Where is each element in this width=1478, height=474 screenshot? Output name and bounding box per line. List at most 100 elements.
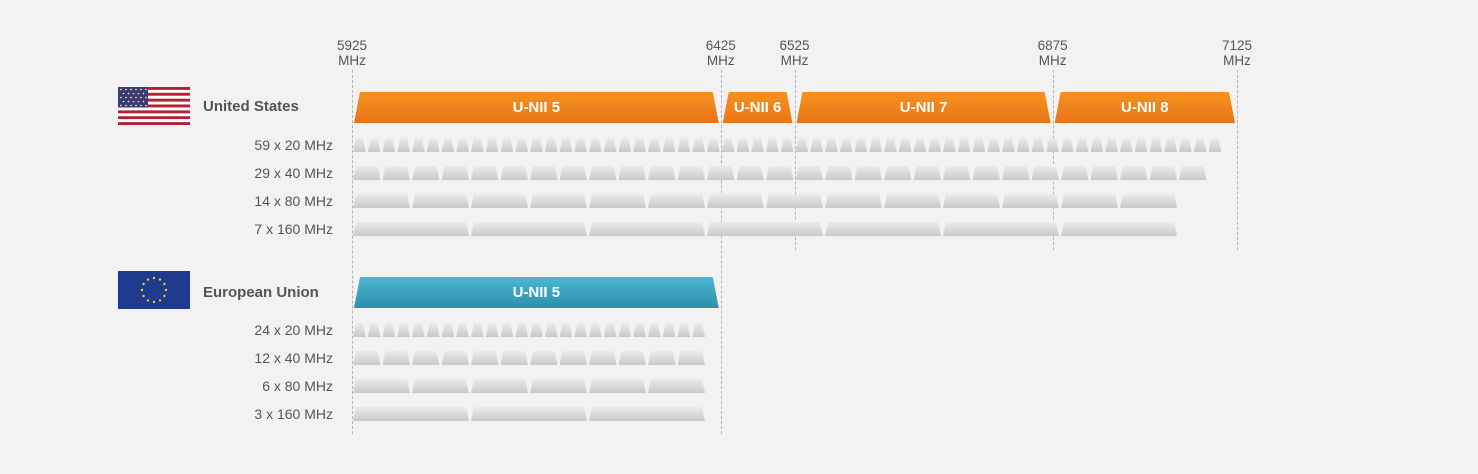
channel-block: [545, 323, 558, 337]
channel-block: [397, 323, 410, 337]
channel-row-label: 6 x 80 MHz: [262, 378, 333, 394]
channel-block: [412, 194, 469, 208]
channel-block: [1179, 138, 1192, 152]
channel-block: [589, 222, 705, 236]
channel-block: [486, 323, 499, 337]
band-u-nii-5: U-NII 5: [354, 92, 719, 123]
channel-block: [1150, 166, 1178, 180]
channel-block: [663, 323, 676, 337]
channel-block: [515, 138, 528, 152]
channel-block: [1061, 138, 1074, 152]
channel-block: [560, 323, 573, 337]
channel-block: [1076, 138, 1089, 152]
channel-block: [1046, 138, 1059, 152]
freq-guide-line: [720, 70, 722, 434]
channel-block: [1209, 138, 1222, 152]
channel-block: [530, 323, 543, 337]
channel-block: [589, 138, 602, 152]
channel-row-label: 59 x 20 MHz: [254, 137, 333, 153]
channel-block: [1194, 138, 1207, 152]
freq-unit: MHz: [338, 53, 366, 68]
channel-block: [663, 138, 676, 152]
channel-block: [545, 138, 558, 152]
channel-block: [1002, 194, 1059, 208]
band-u-nii-8: U-NII 8: [1055, 92, 1235, 123]
channel-block: [1164, 138, 1177, 152]
channel-block: [678, 138, 691, 152]
channel-block: [722, 138, 735, 152]
band-u-nii-6: U-NII 6: [723, 92, 793, 123]
channel-block: [397, 138, 410, 152]
freq-label-6425: 6425 MHz: [691, 38, 751, 68]
channel-block: [501, 138, 514, 152]
freq-label-7125: 7125 MHz: [1207, 38, 1267, 68]
channel-block: [884, 166, 912, 180]
freq-unit: MHz: [1223, 53, 1251, 68]
channel-row-label: 12 x 40 MHz: [254, 350, 333, 366]
channel-block: [412, 166, 440, 180]
channel-block: [383, 351, 411, 365]
channel-block: [353, 138, 366, 152]
channel-block: [427, 138, 440, 152]
channel-block: [589, 351, 617, 365]
freq-guide-line: [794, 70, 796, 250]
channel-block: [619, 138, 632, 152]
channel-block: [633, 323, 646, 337]
freq-unit: MHz: [1038, 53, 1067, 68]
channel-block: [1061, 222, 1177, 236]
channel-block: [648, 166, 676, 180]
freq-label-6525: 6525 MHz: [765, 38, 825, 68]
channel-block: [825, 194, 882, 208]
channel-block: [648, 138, 661, 152]
channel-block: [796, 138, 809, 152]
channel-block: [530, 138, 543, 152]
channel-block: [943, 194, 1000, 208]
freq-unit: MHz: [706, 53, 735, 68]
channel-block: [1061, 166, 1089, 180]
channel-block: [589, 166, 617, 180]
channel-block: [737, 138, 750, 152]
channel-block: [1179, 166, 1207, 180]
freq-guide-line: [352, 70, 353, 434]
channel-block: [1135, 138, 1148, 152]
channel-block: [515, 323, 528, 337]
freq-value: 6425: [705, 38, 736, 53]
channel-block: [412, 323, 425, 337]
channel-block: [368, 323, 381, 337]
us-flag-icon: [118, 87, 190, 125]
channel-block: [442, 138, 455, 152]
channel-block: [353, 323, 366, 337]
channel-block: [471, 166, 499, 180]
freq-value: 7125: [1221, 38, 1253, 53]
channel-block: [869, 138, 882, 152]
region-label-united-states: United States: [203, 98, 299, 115]
freq-guide-line: [1052, 70, 1054, 250]
channel-block: [589, 407, 705, 421]
channel-block: [486, 138, 499, 152]
channel-row-label: 29 x 40 MHz: [254, 165, 333, 181]
channel-block: [1091, 138, 1104, 152]
freq-label-5925: 5925 MHz: [322, 38, 382, 68]
channel-block: [973, 138, 986, 152]
channel-block: [589, 323, 602, 337]
channel-block: [899, 138, 912, 152]
channel-block: [574, 138, 587, 152]
channel-block: [707, 166, 735, 180]
channel-block: [943, 138, 956, 152]
channel-block: [825, 166, 853, 180]
channel-block: [914, 166, 942, 180]
freq-unit: MHz: [780, 53, 809, 68]
channel-block: [958, 138, 971, 152]
channel-block: [678, 351, 706, 365]
channel-block: [781, 138, 794, 152]
channel-block: [1091, 166, 1119, 180]
channel-block: [604, 323, 617, 337]
channel-block: [1105, 138, 1118, 152]
channel-block: [737, 166, 765, 180]
channel-block: [648, 351, 676, 365]
channel-block: [471, 407, 587, 421]
freq-value: 6875: [1037, 38, 1068, 53]
channel-block: [648, 379, 705, 393]
channel-block: [1120, 194, 1177, 208]
